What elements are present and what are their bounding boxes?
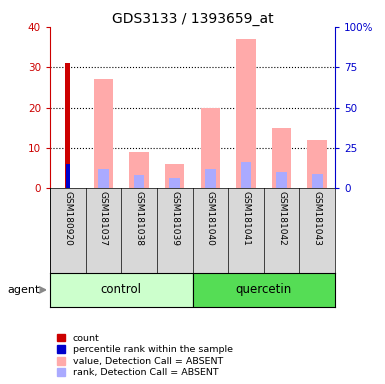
Bar (65, 63, 70, 188)
FancyBboxPatch shape (57, 338, 69, 349)
Bar (98, 169, 109, 188)
Text: percentile rank within the sample: percentile rank within the sample (70, 339, 235, 349)
Text: GSM181038: GSM181038 (135, 191, 144, 246)
Bar (236, 39, 256, 188)
Bar (129, 152, 149, 188)
Bar (165, 164, 184, 188)
Bar (134, 175, 144, 188)
FancyBboxPatch shape (57, 323, 69, 334)
Bar (272, 127, 291, 188)
Bar (312, 174, 323, 188)
Bar (50, 273, 192, 307)
Text: control: control (101, 283, 142, 296)
Text: GSM181040: GSM181040 (206, 191, 215, 246)
Legend: count, percentile rank within the sample, value, Detection Call = ABSENT, rank, : count, percentile rank within the sample… (55, 332, 234, 379)
Text: GSM181041: GSM181041 (241, 191, 250, 246)
Bar (307, 140, 327, 188)
Bar (201, 108, 220, 188)
Bar (94, 79, 113, 188)
Text: GSM181039: GSM181039 (170, 191, 179, 246)
Text: count: count (70, 324, 98, 334)
FancyBboxPatch shape (57, 353, 69, 364)
Bar (276, 172, 287, 188)
Bar (241, 162, 251, 188)
Bar (66, 164, 70, 188)
Text: value, Detection Call = ABSENT: value, Detection Call = ABSENT (70, 354, 225, 364)
Text: GSM181037: GSM181037 (99, 191, 108, 246)
Bar (192, 273, 335, 307)
Bar (169, 179, 180, 188)
FancyBboxPatch shape (57, 368, 69, 379)
Bar (205, 169, 216, 188)
Title: GDS3133 / 1393659_at: GDS3133 / 1393659_at (112, 12, 273, 26)
Text: quercetin: quercetin (236, 283, 292, 296)
Text: agent: agent (8, 285, 40, 295)
Text: GSM181042: GSM181042 (277, 191, 286, 245)
Text: GSM181043: GSM181043 (313, 191, 321, 246)
Text: GSM180920: GSM180920 (64, 191, 72, 246)
Text: rank, Detection Call = ABSENT: rank, Detection Call = ABSENT (70, 369, 221, 379)
